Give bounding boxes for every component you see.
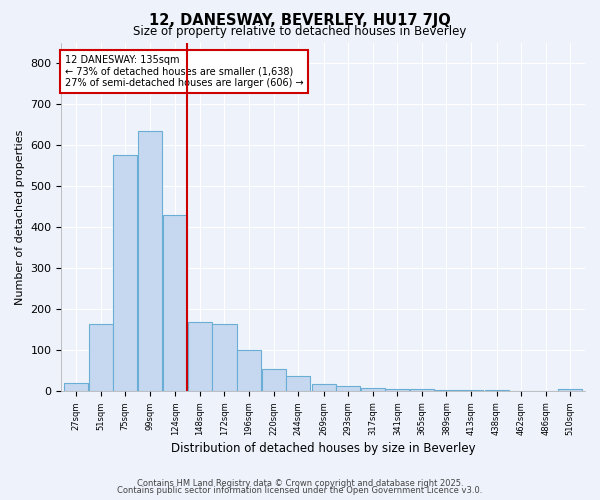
Bar: [434, 390, 458, 392]
Bar: [311, 384, 336, 392]
Bar: [385, 388, 409, 392]
Bar: [509, 390, 533, 392]
Y-axis label: Number of detached properties: Number of detached properties: [15, 130, 25, 304]
Bar: [64, 383, 88, 392]
Bar: [286, 376, 310, 392]
Bar: [188, 322, 212, 392]
Text: Size of property relative to detached houses in Beverley: Size of property relative to detached ho…: [133, 25, 467, 38]
Text: Contains public sector information licensed under the Open Government Licence v3: Contains public sector information licen…: [118, 486, 482, 495]
Text: 12, DANESWAY, BEVERLEY, HU17 7JQ: 12, DANESWAY, BEVERLEY, HU17 7JQ: [149, 12, 451, 28]
Bar: [138, 131, 162, 392]
Bar: [410, 390, 434, 392]
Text: Contains HM Land Registry data © Crown copyright and database right 2025.: Contains HM Land Registry data © Crown c…: [137, 478, 463, 488]
Bar: [485, 390, 509, 392]
Bar: [212, 324, 236, 392]
Bar: [262, 369, 286, 392]
X-axis label: Distribution of detached houses by size in Beverley: Distribution of detached houses by size …: [171, 442, 476, 455]
Bar: [113, 156, 137, 392]
Bar: [336, 386, 360, 392]
Text: 12 DANESWAY: 135sqm
← 73% of detached houses are smaller (1,638)
27% of semi-det: 12 DANESWAY: 135sqm ← 73% of detached ho…: [65, 55, 304, 88]
Bar: [459, 390, 483, 392]
Bar: [533, 390, 558, 392]
Bar: [237, 350, 261, 392]
Bar: [361, 388, 385, 392]
Bar: [558, 390, 582, 392]
Bar: [89, 324, 113, 392]
Bar: [163, 215, 187, 392]
